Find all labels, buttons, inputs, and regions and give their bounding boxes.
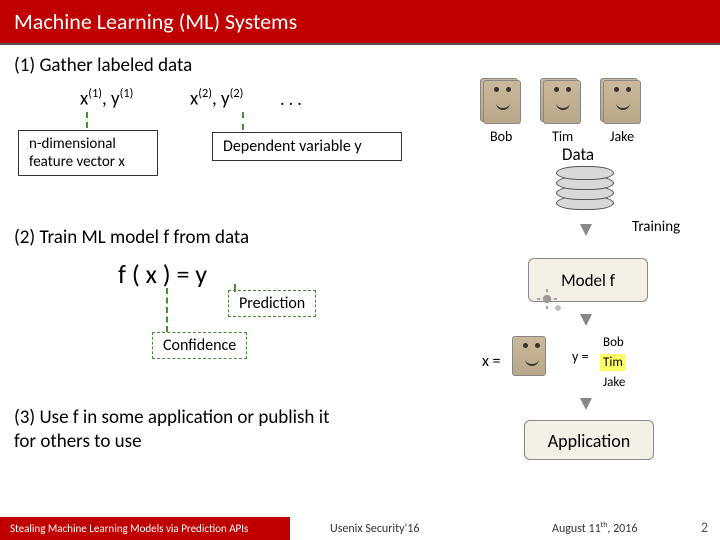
arrow-down-icon <box>580 314 592 326</box>
step2-heading: (2) Train ML model f from data <box>14 226 249 249</box>
prediction-box: Prediction <box>228 290 316 317</box>
page-title: Machine Learning (ML) Systems <box>14 8 297 35</box>
arrow-down-icon <box>580 224 592 236</box>
label-tim: Tim <box>552 128 573 145</box>
footer-date-a: August 11 <box>552 522 601 536</box>
data-label: Data <box>562 144 594 165</box>
label-bob: Bob <box>490 128 512 145</box>
face-jake-stack <box>600 78 644 128</box>
footer-right: August 11th, 2016 <box>552 521 637 536</box>
sample1-sup2: (1) <box>120 86 134 101</box>
sample1-sup1: (1) <box>88 86 102 101</box>
step3-line2: for others to use <box>14 430 142 453</box>
face-icon <box>512 336 546 376</box>
dash-pred-connector <box>234 284 236 292</box>
face-tim-stack <box>540 78 584 128</box>
step1-heading: (1) Gather labeled data <box>14 54 192 77</box>
database-icon <box>556 164 614 216</box>
footer-left: Stealing Machine Learning Models via Pre… <box>0 517 290 540</box>
step3-line1: (3) Use f in some application or publish… <box>14 406 329 429</box>
face-icon <box>603 80 641 124</box>
out-tim: Tim <box>600 354 626 371</box>
out-bob: Bob <box>600 334 627 351</box>
dependent-var-box: Dependent variable y <box>212 132 402 161</box>
footer-date-b: , 2016 <box>607 522 637 536</box>
y-equals: y = <box>572 348 588 365</box>
sample1-y: , y <box>102 87 120 110</box>
ellipsis: . . . <box>280 88 302 110</box>
sample2-sup1: (2) <box>198 86 212 101</box>
sample2-sup2: (2) <box>230 86 244 101</box>
training-label: Training <box>632 218 680 236</box>
dash-connector-1 <box>86 112 88 128</box>
gear-icon <box>551 301 565 315</box>
dash-conf-connector <box>166 288 168 332</box>
sample-1: x(1), y(1) <box>80 86 133 110</box>
sample2-y: , y <box>212 87 230 110</box>
model-f-label: Model f <box>561 270 615 291</box>
dash-connector-2 <box>242 112 244 130</box>
label-jake: Jake <box>610 128 634 145</box>
face-icon <box>543 80 581 124</box>
title-bar: Machine Learning (ML) Systems <box>0 0 720 45</box>
feature-vector-box: n-dimensional feature vector x <box>18 130 158 176</box>
sample2-x: x <box>190 87 198 110</box>
model-f-box: Model f <box>528 258 648 302</box>
sample-2: x(2), y(2) <box>190 86 243 110</box>
application-box: Application <box>524 420 654 460</box>
out-jake: Jake <box>600 374 628 391</box>
confidence-box: Confidence <box>152 332 247 359</box>
x-equals: x = <box>482 352 501 371</box>
footer-mid: Usenix Security'16 <box>330 522 419 536</box>
y-output-list: Bob Tim Jake <box>600 332 628 392</box>
page-number: 2 <box>701 519 708 536</box>
face-icon <box>483 80 521 124</box>
arrow-down-icon <box>580 398 592 410</box>
sample1-x: x <box>80 87 88 110</box>
equation: f ( x ) = y <box>118 258 207 290</box>
face-bob-stack <box>480 78 524 128</box>
